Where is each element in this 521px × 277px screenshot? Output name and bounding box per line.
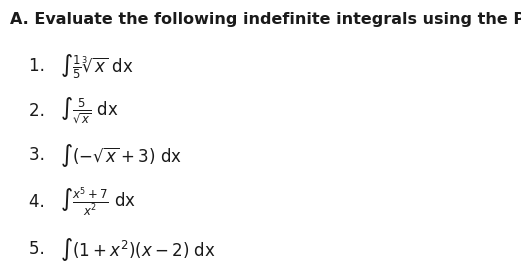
Text: 1.: 1. bbox=[29, 58, 55, 75]
Text: 3.: 3. bbox=[29, 146, 55, 164]
Text: 4.: 4. bbox=[29, 193, 55, 211]
Text: 2.: 2. bbox=[29, 102, 55, 120]
Text: A. Evaluate the following indefinite integrals using the Power Rule:: A. Evaluate the following indefinite int… bbox=[10, 12, 521, 27]
Text: $\int \frac{x^5+7}{x^2}\ \mathrm{dx}$: $\int \frac{x^5+7}{x^2}\ \mathrm{dx}$ bbox=[60, 186, 136, 219]
Text: $\int (-\sqrt{x} + 3)\ \mathrm{dx}$: $\int (-\sqrt{x} + 3)\ \mathrm{dx}$ bbox=[60, 142, 182, 169]
Text: $\int (1 + x^2)(x - 2)\ \mathrm{dx}$: $\int (1 + x^2)(x - 2)\ \mathrm{dx}$ bbox=[60, 236, 216, 263]
Text: $\int \frac{5}{\sqrt{x}}\ \mathrm{dx}$: $\int \frac{5}{\sqrt{x}}\ \mathrm{dx}$ bbox=[60, 96, 119, 126]
Text: $\int \frac{1}{5} \sqrt[3]{x}\ \mathrm{dx}$: $\int \frac{1}{5} \sqrt[3]{x}\ \mathrm{d… bbox=[60, 52, 133, 81]
Text: 5.: 5. bbox=[29, 240, 55, 258]
